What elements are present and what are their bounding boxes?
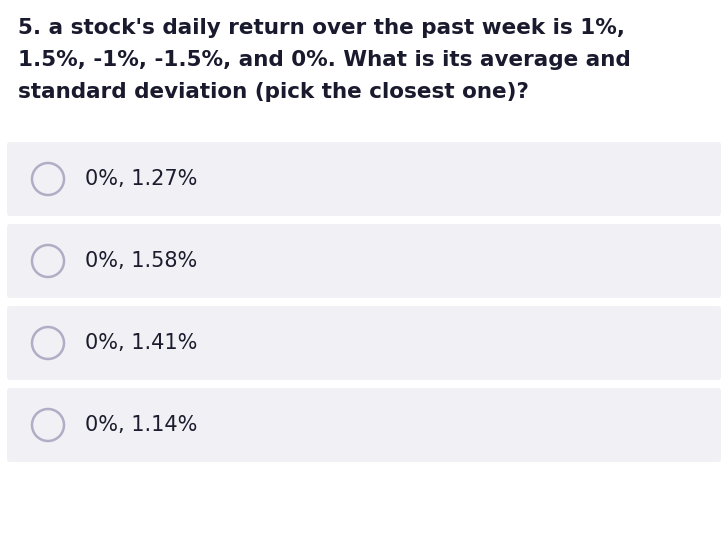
FancyBboxPatch shape — [7, 388, 721, 462]
Circle shape — [32, 327, 64, 359]
Circle shape — [32, 409, 64, 441]
FancyBboxPatch shape — [7, 306, 721, 380]
FancyBboxPatch shape — [7, 224, 721, 298]
Circle shape — [32, 163, 64, 195]
Circle shape — [32, 245, 64, 277]
Text: standard deviation (pick the closest one)?: standard deviation (pick the closest one… — [18, 82, 529, 102]
FancyBboxPatch shape — [7, 142, 721, 216]
Text: 5. a stock's daily return over the past week is 1%,: 5. a stock's daily return over the past … — [18, 18, 625, 38]
Text: 0%, 1.41%: 0%, 1.41% — [85, 333, 197, 353]
Text: 0%, 1.58%: 0%, 1.58% — [85, 251, 197, 271]
Text: 0%, 1.14%: 0%, 1.14% — [85, 415, 197, 435]
Text: 0%, 1.27%: 0%, 1.27% — [85, 169, 197, 189]
Text: 1.5%, -1%, -1.5%, and 0%. What is its average and: 1.5%, -1%, -1.5%, and 0%. What is its av… — [18, 50, 630, 70]
